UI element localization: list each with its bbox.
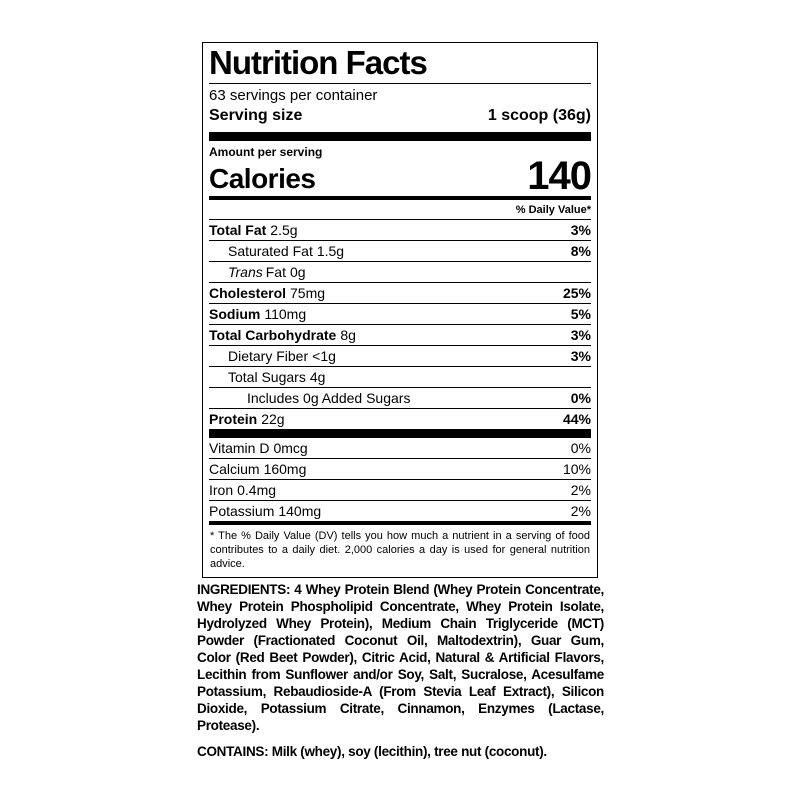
nutrient-dv: 0% [570, 389, 591, 406]
nutrient-name: Trans Fat 0g [228, 263, 306, 280]
amount-per-serving-label: Amount per serving [209, 144, 323, 159]
nutrient-row-protein: Protein 22g 44% [209, 409, 591, 429]
vitamin-row-calcium: Calcium 160mg 10% [209, 459, 591, 480]
nutrient-name: Total Sugars 4g [228, 368, 326, 385]
nutrient-row-saturated-fat: Saturated Fat 1.5g 8% [209, 241, 591, 262]
vitamin-row-vitamin-d: Vitamin D 0mcg 0% [209, 438, 591, 459]
thick-separator-top [209, 131, 591, 141]
contains-label: CONTAINS: [197, 744, 269, 759]
nutrient-row-total-sugars: Total Sugars 4g [209, 367, 591, 388]
nutrient-dv: 25% [562, 284, 591, 301]
nutrient-dv: 3% [570, 221, 591, 238]
vitamin-name: Potassium 140mg [209, 502, 322, 519]
ingredients-section: INGREDIENTS: 4 Whey Protein Blend (Whey … [197, 581, 604, 760]
calories-row: Calories 140 [209, 153, 592, 198]
nutrient-name: Cholesterol 75mg [209, 284, 326, 301]
nutrient-name: Dietary Fiber <1g [228, 347, 336, 364]
contains-paragraph: CONTAINS: Milk (whey), soy (lecithin), t… [197, 743, 604, 760]
vitamin-dv: 10% [562, 460, 591, 477]
vitamin-name: Iron 0.4mg [209, 481, 277, 498]
servings-per-container: 63 servings per container [209, 86, 378, 104]
serving-size-row: Serving size 1 scoop (36g) [209, 105, 591, 131]
vitamin-name: Calcium 160mg [209, 460, 307, 477]
serving-size-value: 1 scoop (36g) [487, 107, 591, 125]
nutrient-row-trans-fat: Trans Fat 0g [209, 262, 591, 283]
calories-label: Calories [209, 162, 316, 194]
ingredients-label: INGREDIENTS: [197, 582, 291, 597]
nutrient-row-added-sugars: Includes 0g Added Sugars 0% [209, 388, 591, 409]
medium-separator-footnote [209, 520, 591, 525]
nutrient-row-total-fat: Total Fat 2.5g 3% [209, 220, 591, 241]
contains-text: Milk (whey), soy (lecithin), tree nut (c… [268, 744, 547, 759]
daily-value-footnote: * The % Daily Value (DV) tells you how m… [210, 529, 590, 571]
nutrient-row-dietary-fiber: Dietary Fiber <1g 3% [209, 346, 591, 367]
nutrient-dv: 44% [562, 410, 591, 427]
nutrition-facts-title: Nutrition Facts [209, 46, 591, 84]
nutrient-dv: 5% [570, 305, 591, 322]
vitamin-name: Vitamin D 0mcg [209, 439, 308, 456]
nutrient-name: Total Fat 2.5g [209, 221, 298, 238]
nutrient-row-cholesterol: Cholesterol 75mg 25% [209, 283, 591, 304]
vitamin-dv: 2% [570, 481, 591, 498]
ingredients-text: 4 Whey Protein Blend (Whey Protein Conce… [197, 582, 604, 733]
nutrient-name: Protein 22g [209, 410, 285, 427]
nutrition-facts-label: Nutrition Facts 63 servings per containe… [202, 42, 598, 578]
vitamin-dv: 0% [570, 439, 591, 456]
nutrient-name: Total Carbohydrate 8g [209, 326, 356, 343]
daily-value-header: % Daily Value* [209, 200, 591, 220]
serving-size-label: Serving size [209, 107, 303, 125]
nutrient-name: Saturated Fat 1.5g [228, 242, 345, 259]
nutrient-row-sodium: Sodium 110mg 5% [209, 304, 591, 325]
nutrient-row-total-carbohydrate: Total Carbohydrate 8g 3% [209, 325, 591, 346]
ingredients-paragraph: INGREDIENTS: 4 Whey Protein Blend (Whey … [197, 581, 604, 734]
nutrient-dv: 3% [570, 326, 591, 343]
nutrient-dv: 3% [570, 347, 591, 364]
nutrient-name: Sodium 110mg [209, 305, 307, 322]
medium-separator-calories [209, 195, 591, 200]
nutrient-dv: 8% [570, 242, 591, 259]
vitamin-dv: 2% [570, 502, 591, 519]
vitamin-row-iron: Iron 0.4mg 2% [209, 480, 591, 501]
calories-value: 140 [527, 153, 592, 198]
thick-separator-protein [209, 428, 591, 438]
nutrient-name: Includes 0g Added Sugars [247, 389, 411, 406]
vitamin-row-potassium: Potassium 140mg 2% [209, 501, 591, 521]
